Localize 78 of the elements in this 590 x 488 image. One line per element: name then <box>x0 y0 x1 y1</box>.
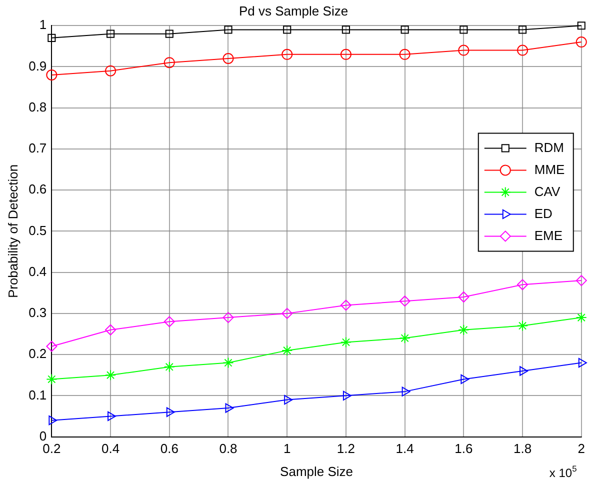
legend-label: EME <box>534 228 563 243</box>
point <box>458 291 470 302</box>
point <box>165 30 174 38</box>
point <box>576 36 587 48</box>
y-tick-label: 0.3 <box>28 305 47 320</box>
point <box>400 26 409 34</box>
point <box>402 386 410 396</box>
point <box>105 324 116 336</box>
x-tick-label: 1.4 <box>396 441 414 456</box>
y-tick-label: 1 <box>39 17 47 32</box>
point <box>48 416 58 426</box>
point <box>105 65 116 76</box>
point <box>399 332 410 344</box>
point <box>46 69 58 80</box>
point <box>517 279 528 290</box>
y-tick-label: 0.2 <box>28 346 47 362</box>
point <box>576 275 587 286</box>
point <box>222 52 234 64</box>
point <box>105 370 116 381</box>
legend-label: ED <box>534 206 552 221</box>
x-axis-title: Sample Size <box>280 464 354 479</box>
y-tick-label: 0.1 <box>28 387 47 402</box>
point <box>460 374 470 384</box>
y-tick-label: 0.5 <box>28 222 47 238</box>
x-tick-label: 1.2 <box>336 441 355 456</box>
point <box>46 374 58 385</box>
x-tick-label: 0.8 <box>219 441 238 456</box>
point <box>518 26 527 34</box>
x-tick-label: 1 <box>283 441 291 456</box>
point <box>340 48 352 60</box>
legend-label: CAV <box>534 184 560 199</box>
point <box>284 394 293 405</box>
point <box>48 34 56 42</box>
point <box>282 308 293 319</box>
point <box>458 44 470 56</box>
point <box>399 296 410 307</box>
legend-label: RDM <box>534 140 564 155</box>
point <box>342 390 352 401</box>
y-tick-label: 0.4 <box>28 264 47 279</box>
x-tick-label: 1.6 <box>454 441 473 456</box>
point <box>576 312 587 324</box>
point <box>106 30 115 38</box>
x-tick-label: 1.8 <box>513 441 532 456</box>
point <box>282 344 293 356</box>
x-tick-label: 0.6 <box>160 441 178 456</box>
y-tick-label: 0 <box>39 428 47 444</box>
point <box>164 57 175 68</box>
y-tick-label: 0.7 <box>28 140 47 156</box>
point <box>222 357 234 368</box>
point <box>166 407 175 417</box>
point <box>108 411 116 422</box>
point <box>517 44 528 56</box>
point <box>517 320 528 332</box>
point <box>458 324 470 336</box>
point <box>342 26 350 34</box>
point <box>520 366 528 376</box>
y-tick-label: 0.8 <box>28 99 47 114</box>
point <box>399 48 410 60</box>
point <box>340 300 352 311</box>
x-tick-label: 0.4 <box>101 441 120 456</box>
point <box>225 403 234 413</box>
y-tick-label: 0.6 <box>28 182 47 197</box>
y-axis-title: Probability of Detection <box>5 164 20 298</box>
point <box>224 26 232 34</box>
point <box>460 26 468 34</box>
y-tick-label: 0.9 <box>28 58 47 74</box>
point <box>577 22 586 30</box>
point <box>282 48 293 60</box>
point <box>164 361 175 372</box>
point <box>340 336 352 348</box>
point <box>578 358 587 368</box>
point <box>283 26 292 34</box>
legend-label: MME <box>534 162 566 177</box>
point <box>164 316 175 328</box>
point <box>222 312 234 324</box>
chart-title: Pd vs Sample Size <box>238 3 348 18</box>
point <box>46 340 58 352</box>
x-tick-label: 2 <box>578 441 585 456</box>
